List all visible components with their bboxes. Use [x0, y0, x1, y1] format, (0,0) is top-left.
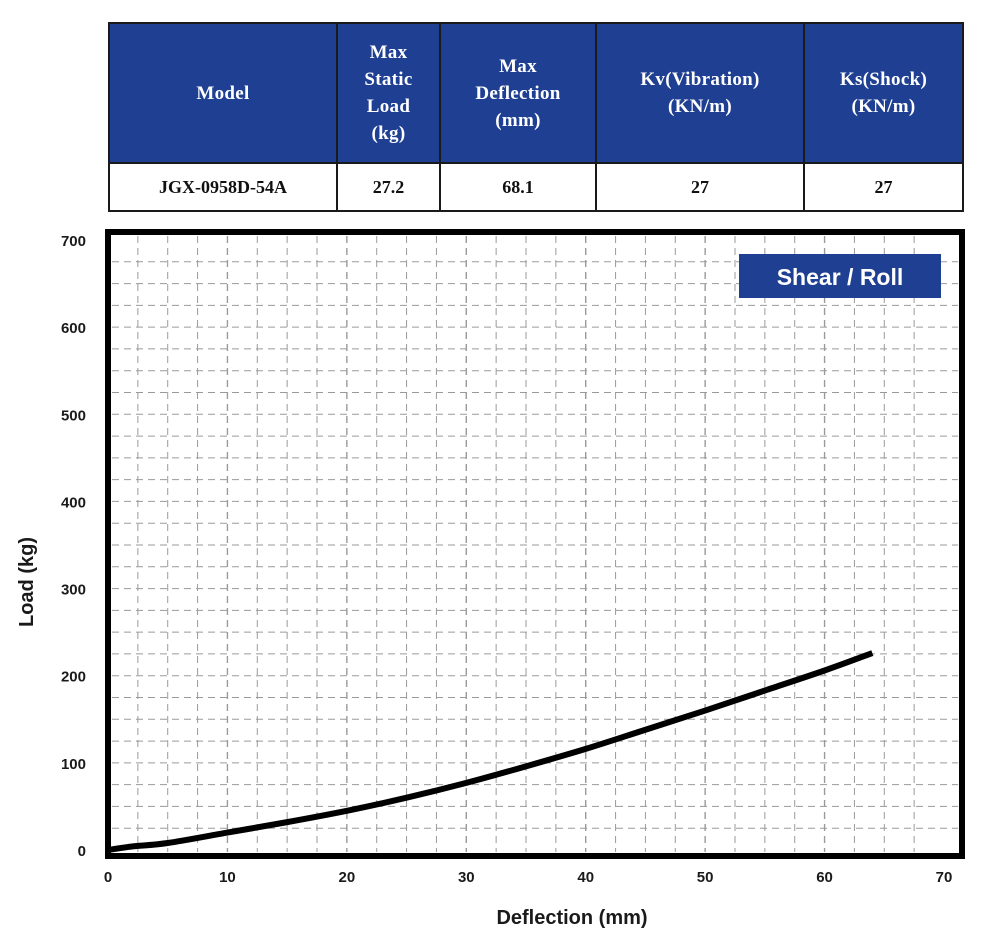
header-ks: Ks(Shock) (KN/m) [803, 22, 964, 164]
header-kv: Kv(Vibration) (KN/m) [595, 22, 805, 164]
table-row: JGX-0958D-54A 27.2 68.1 27 27 [108, 162, 964, 212]
header-max-deflection-text: Max Deflection (mm) [475, 55, 561, 131]
header-max-static-load-text: Max Static Load (kg) [364, 42, 413, 144]
header-max-deflection: Max Deflection (mm) [439, 22, 597, 164]
legend-badge: Shear / Roll [739, 254, 941, 298]
cell-max-static-load: 27.2 [336, 162, 441, 212]
header-ks-text: Ks(Shock) (KN/m) [839, 69, 928, 117]
table-header-row: Model Max Static Load (kg) Max Deflection (mm… [108, 22, 964, 164]
header-kv-text: Kv(Vibration) (KN/m) [640, 69, 760, 117]
spec-table: Model Max Static Load (kg) Max Deflection (mm… [108, 22, 964, 212]
header-max-static-load: Max Static Load (kg) [336, 22, 441, 164]
data-series [107, 650, 874, 853]
y-axis-title: Load (kg) [16, 537, 38, 627]
series-line [107, 650, 874, 853]
y-tick-label: 400 [61, 494, 86, 511]
chart-grid [112, 236, 958, 852]
x-tick-label: 30 [458, 869, 475, 886]
y-tick-label: 100 [61, 756, 86, 773]
y-tick-label: 700 [61, 233, 86, 250]
x-tick-label: 40 [577, 869, 594, 886]
y-tick-label: 500 [61, 407, 86, 424]
x-axis-ticks: 0 10 20 30 40 50 60 70 [104, 869, 953, 886]
y-tick-label: 200 [61, 669, 86, 686]
x-tick-label: 70 [936, 869, 953, 886]
y-tick-label: 0 [78, 843, 86, 860]
cell-kv: 27 [595, 162, 805, 212]
x-tick-label: 10 [219, 869, 236, 886]
x-axis-title: Deflection (mm) [496, 907, 647, 929]
x-tick-label: 60 [816, 869, 833, 886]
legend-badge-box [739, 254, 941, 298]
x-tick-label: 50 [697, 869, 714, 886]
header-model: Model [108, 22, 338, 164]
cell-ks: 27 [803, 162, 964, 212]
cell-max-deflection: 68.1 [439, 162, 597, 212]
legend-badge-text: Shear / Roll [777, 264, 904, 290]
y-axis-ticks: 0 100 200 300 400 500 600 700 [61, 233, 86, 860]
y-tick-label: 600 [61, 320, 86, 337]
cell-model: JGX-0958D-54A [108, 162, 338, 212]
y-tick-label: 300 [61, 582, 86, 599]
x-tick-label: 0 [104, 869, 112, 886]
plot-frame [105, 229, 965, 859]
x-tick-label: 20 [339, 869, 356, 886]
